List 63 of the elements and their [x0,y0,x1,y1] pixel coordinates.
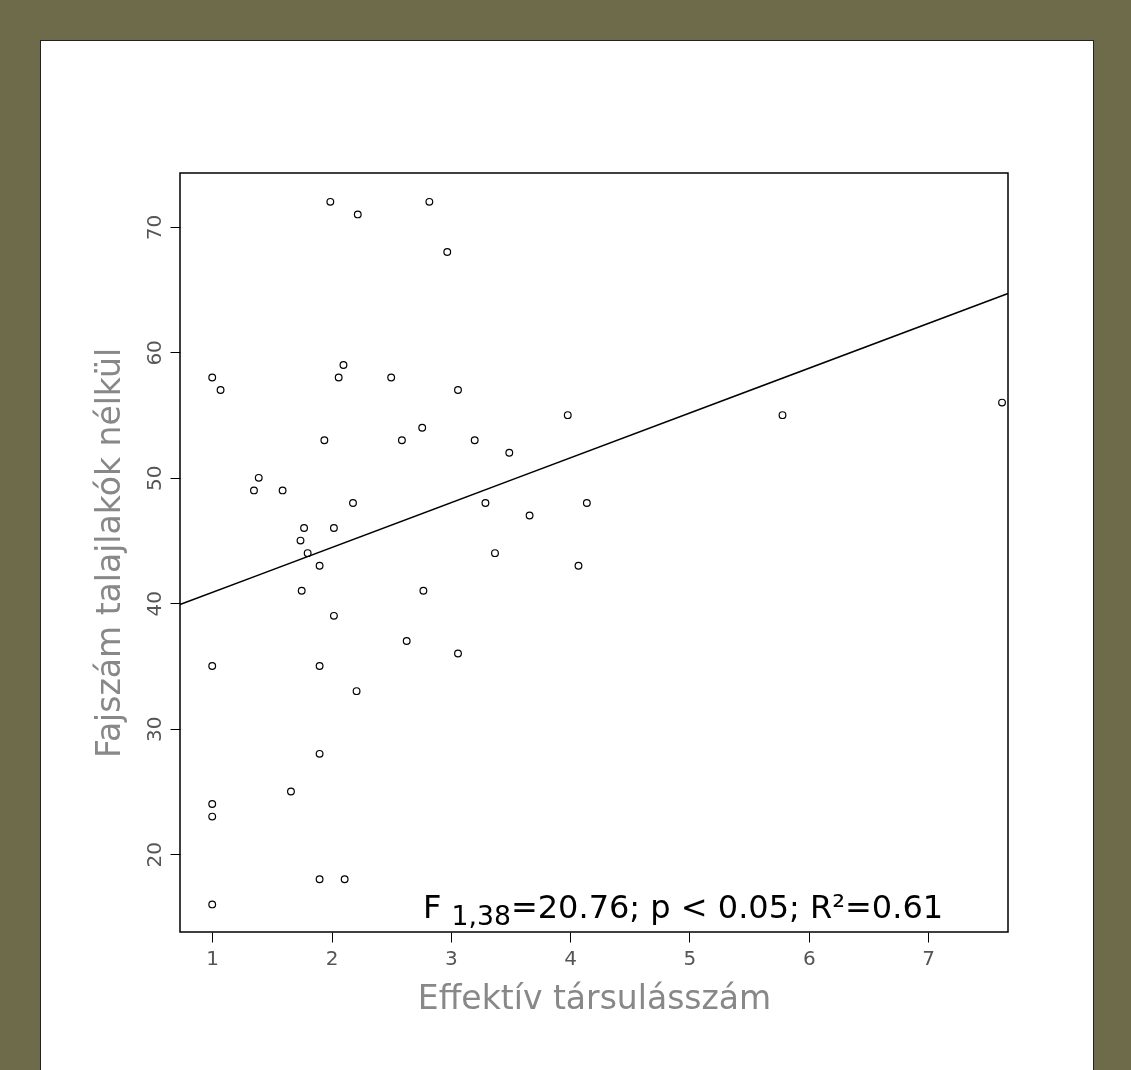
point [208,900,217,909]
point [418,423,427,432]
point [425,197,434,206]
point [208,662,217,670]
x-tick-label: 2 [325,945,339,970]
point [349,499,357,507]
point [454,386,462,394]
point [278,486,287,495]
x-axis-title: Effektív társulásszám [417,977,772,1017]
point [208,812,217,821]
point [582,499,591,507]
point [315,561,324,570]
x-tick-label: 7 [922,945,935,970]
point [353,210,362,219]
point [491,549,499,558]
point [352,687,361,696]
point [397,436,406,445]
point [340,875,349,884]
point [329,524,338,532]
point [387,373,396,382]
point [315,749,324,758]
point [574,561,583,570]
point [443,248,452,256]
point [315,875,324,884]
point [208,800,217,808]
x-tick-label: 6 [802,945,816,970]
y-tick-label: 50 [141,465,166,492]
point [525,511,534,520]
point [320,436,329,445]
point [470,436,479,445]
y-tick-label: 60 [141,340,166,366]
point [998,398,1006,407]
point [329,611,338,620]
point [481,499,490,507]
y-tick-label: 30 [141,716,166,742]
point [250,486,258,495]
x-tick-label: 4 [564,945,578,970]
point [303,549,312,558]
point [300,524,309,532]
point [339,361,348,369]
x-tick-label: 3 [444,945,458,970]
point [315,662,324,670]
y-tick-label: 70 [141,214,166,241]
annotation: F $_{1,38}$=20.76; p < 0.05; R²=0.61 [423,888,944,932]
point [287,787,295,796]
point [297,586,306,595]
y-axis-title: Fajszám talajlakók nélkül [88,347,128,759]
point [254,473,263,482]
point [778,411,787,420]
point [326,197,335,206]
point [216,386,225,394]
y-tick-label: 20 [141,841,166,868]
x-tick-label: 1 [206,945,220,970]
point [296,536,305,545]
point [402,637,411,645]
point [419,586,428,595]
point [505,448,514,457]
x-tick-label: 5 [683,945,697,970]
point [454,649,462,658]
y-tick-label: 40 [141,591,166,617]
point [563,411,572,420]
point [208,373,217,382]
point [334,373,343,382]
